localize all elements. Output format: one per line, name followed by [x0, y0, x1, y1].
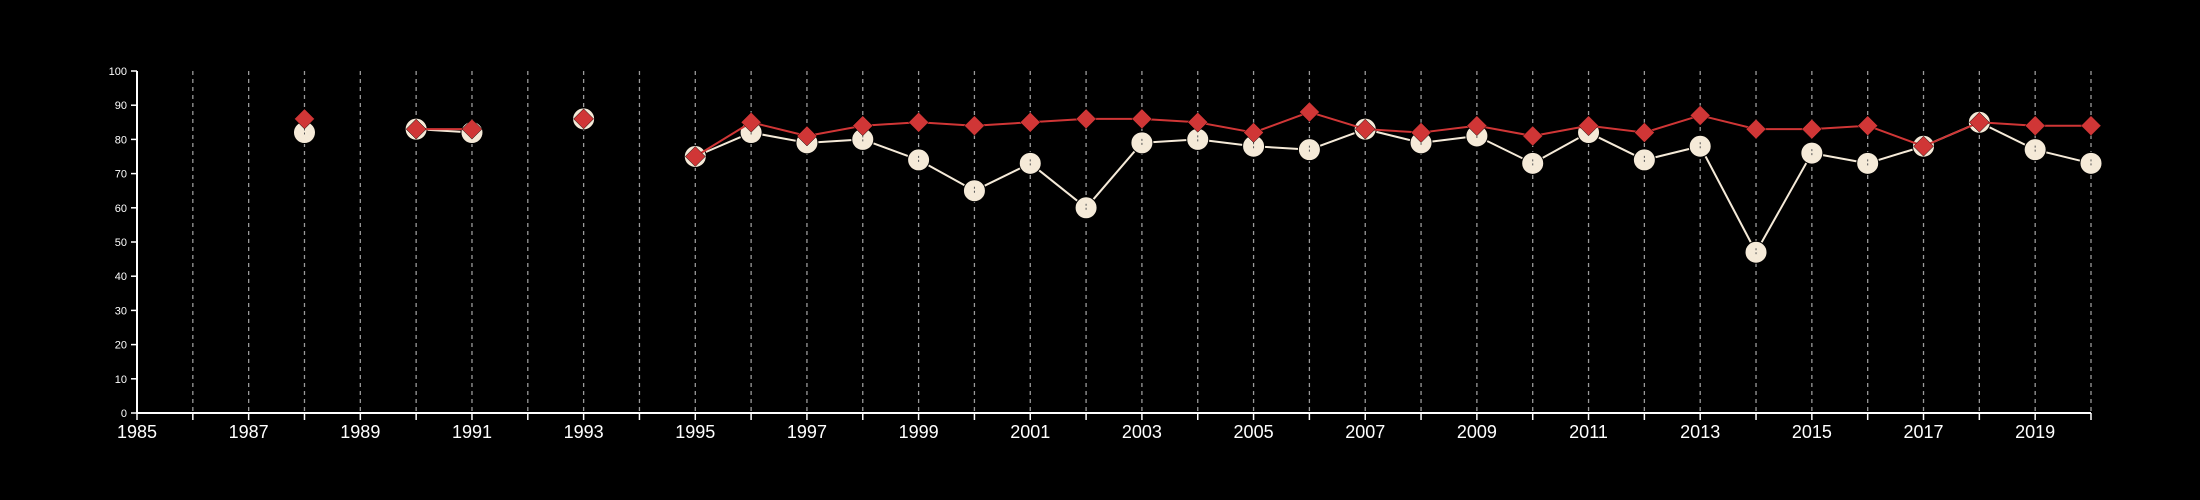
data-point-diamond	[1075, 108, 1097, 130]
y-tick-label: 40	[115, 271, 127, 283]
x-tick-label: 1985	[117, 422, 157, 442]
data-point-diamond	[796, 125, 818, 147]
y-tick-label: 50	[115, 237, 127, 249]
data-point-diamond	[2080, 115, 2102, 137]
x-tick-label: 2015	[1792, 422, 1832, 442]
series-line-segment	[1029, 162, 1087, 209]
data-point-diamond	[964, 115, 985, 137]
data-point-diamond	[461, 118, 483, 140]
data-point-diamond	[1634, 122, 1655, 143]
x-tick-label: 2009	[1457, 422, 1497, 442]
y-tick-label: 90	[115, 100, 127, 112]
axes: 0 10 20 30 40 50 60 70 80 90 100 1985 1987 1989 1991 19…	[109, 66, 2092, 442]
data-point-diamond	[1522, 125, 1544, 147]
series-line-segment	[1644, 114, 1701, 134]
x-tick-label: 1995	[675, 422, 715, 442]
data-point-diamond	[1578, 115, 1599, 137]
data-point-diamond	[294, 108, 315, 130]
data-point-diamond	[908, 111, 929, 133]
x-tick-label: 2003	[1122, 422, 1162, 442]
data-point-diamond	[405, 118, 427, 140]
x-tick-label: 1989	[340, 422, 380, 442]
series-line-segment	[1085, 142, 1143, 209]
data-point-diamond	[852, 115, 874, 137]
series-line-segment	[1867, 124, 1924, 148]
series-line-segment	[1253, 111, 1310, 134]
y-tick-label: 0	[121, 408, 127, 420]
y-tick-label: 20	[115, 340, 127, 352]
series-line-segment	[1699, 145, 1757, 253]
series-line-segment	[1420, 124, 1478, 134]
x-tick-label: 1991	[452, 422, 492, 442]
data-point-diamond	[1410, 122, 1432, 143]
data-point-diamond	[1745, 118, 1767, 140]
data-point-diamond	[1913, 135, 1934, 157]
x-tick-label: 1997	[787, 422, 827, 442]
y-tick-label: 60	[115, 203, 127, 215]
data-point-diamond	[1243, 122, 1264, 143]
x-tick-label: 2001	[1010, 422, 1050, 442]
x-tick-label: 2005	[1234, 422, 1274, 442]
data-point-diamond	[1689, 105, 1711, 126]
x-tick-label: 2007	[1345, 422, 1385, 442]
data-point-diamond	[1801, 118, 1823, 140]
x-tick-label: 2011	[1569, 422, 1608, 442]
series	[292, 101, 2103, 264]
y-tick-label: 80	[115, 134, 127, 146]
x-tick-label: 2019	[2015, 422, 2055, 442]
series-line-segment	[750, 121, 808, 137]
series-2	[294, 101, 2102, 167]
data-point-diamond	[684, 146, 706, 167]
data-point-diamond	[573, 108, 594, 130]
series-line-segment	[1476, 124, 1533, 137]
data-point-diamond	[1131, 108, 1153, 130]
data-point-diamond	[1857, 115, 1879, 137]
data-point-diamond	[1354, 118, 1376, 140]
data-point-diamond	[1968, 111, 1990, 133]
x-tick-label: 1999	[899, 422, 939, 442]
x-tick-label: 2013	[1680, 422, 1720, 442]
series-line-segment	[1755, 152, 1813, 253]
y-tick-label: 70	[115, 169, 127, 181]
data-point-diamond	[1466, 115, 1488, 137]
series-line-segment	[806, 124, 863, 137]
series-line-segment	[1699, 114, 1757, 131]
series-line-segment	[694, 121, 752, 158]
y-tick-label: 30	[115, 305, 127, 317]
series-line-segment	[1197, 121, 1254, 134]
data-point-diamond	[1019, 111, 1041, 133]
x-tick-label: 2017	[1903, 422, 1943, 442]
x-tick-label: 1987	[229, 422, 269, 442]
data-point-diamond	[2024, 115, 2046, 137]
series-line-segment	[1309, 111, 1366, 131]
series-line-segment	[1588, 124, 1645, 134]
data-point-diamond	[1299, 101, 1320, 123]
x-tick-label: 1993	[564, 422, 604, 442]
y-tick-label: 10	[115, 374, 127, 386]
series-line-segment	[1532, 124, 1589, 137]
series-line-segment	[1923, 121, 1980, 148]
data-point-diamond	[740, 111, 762, 133]
data-point-diamond	[1187, 111, 1209, 133]
y-tick-label: 100	[109, 66, 127, 78]
